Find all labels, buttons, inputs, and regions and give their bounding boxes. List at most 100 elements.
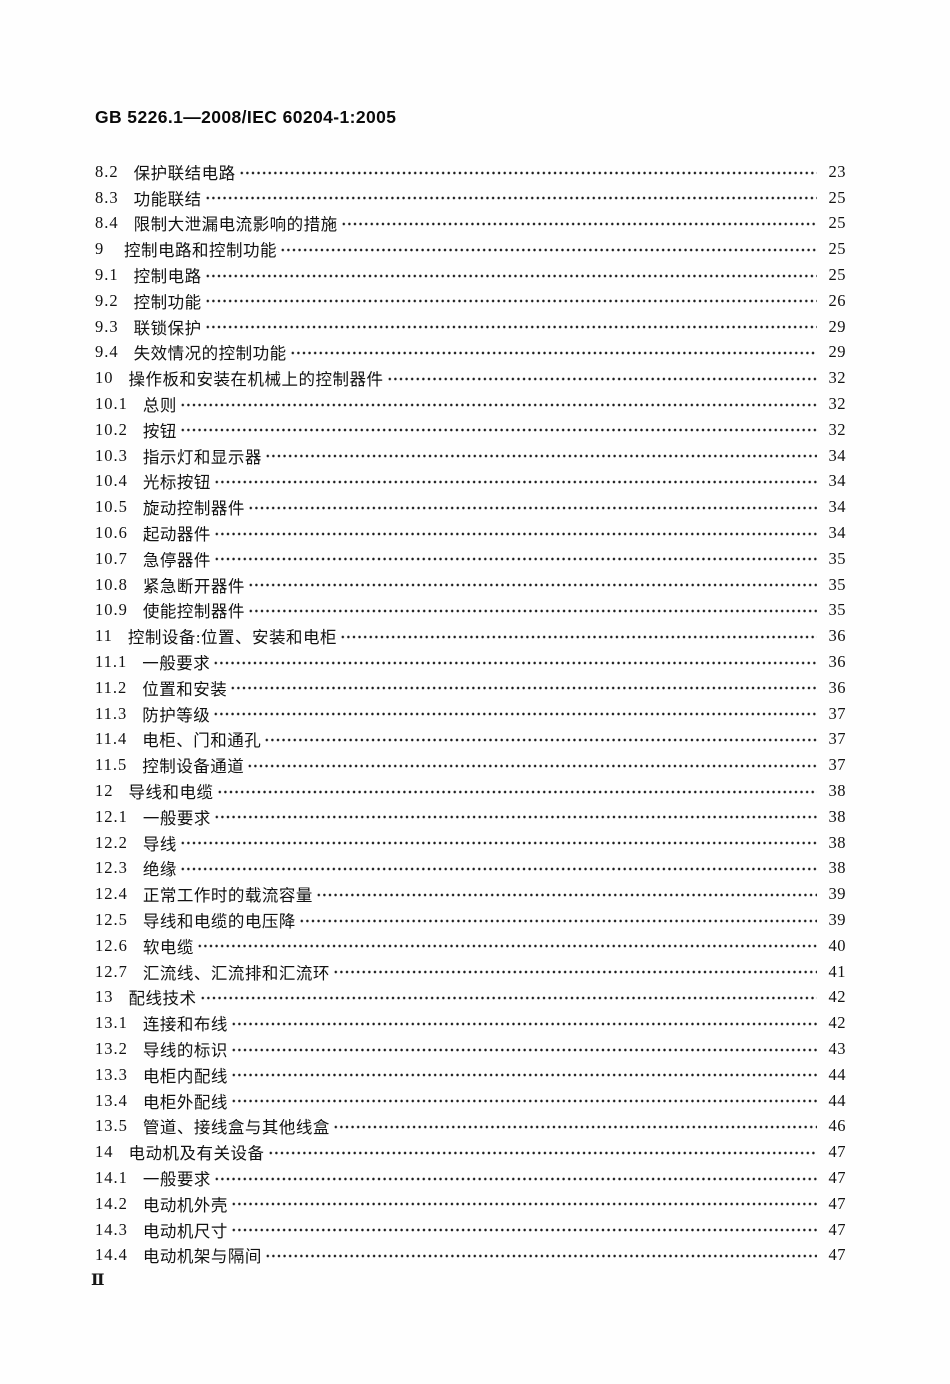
toc-entry-number: 11.3 [95,703,128,723]
toc-entry-number: 9 [95,239,105,259]
toc-entry-title: 导线和电缆 [128,783,214,803]
toc-entry: 8.3 功能联结 25 [95,184,846,211]
toc-entry-number: 9.2 [95,290,119,310]
toc-entry-title: 按钮 [142,421,177,441]
toc-entry-number: 12.1 [95,806,128,826]
toc-entry-page: 25 [828,187,846,207]
toc-entry-title: 失效情况的控制功能 [133,344,287,364]
toc-entry-page: 29 [828,316,846,336]
toc-entry-page: 35 [828,574,846,594]
toc-entry: 11.1 一般要求 36 [95,649,846,675]
toc-entry: 13.4 电柜外配线 44 [95,1087,846,1114]
toc-list: 8.2 保护联结电路 23 8.3 功能联结 25 8.4 限制大泄漏电流影响的… [95,159,846,1269]
toc-entry: 14 电动机及有关设备 47 [95,1139,846,1166]
toc-entry: 12.4 正常工作时的载流容量 39 [95,881,846,908]
toc-entry-title: 急停器件 [142,550,211,570]
toc-entry-page: 32 [828,419,846,439]
toc-entry-page: 46 [828,1116,846,1136]
toc-entry-number: 12.5 [95,910,128,929]
dot-leader [247,597,817,624]
toc-entry-title: 功能联结 [133,189,202,209]
toc-entry-page: 36 [828,626,846,646]
dot-leader [213,649,817,675]
toc-entry-number: 14.3 [95,1219,128,1239]
toc-entry-number: 9.3 [95,316,119,336]
toc-entry-page: 47 [828,1142,846,1162]
toc-entry: 9.3 联锁保护 29 [95,313,846,340]
toc-entry-page: 47 [828,1245,846,1265]
dot-leader [340,210,817,237]
toc-entry: 9.1 控制电路 25 [95,262,846,288]
toc-entry-title: 指示灯和显示器 [142,447,262,467]
toc-entry-page: 34 [828,445,846,465]
toc-entry-page: 25 [828,265,846,285]
toc-entry-number: 14.2 [95,1193,128,1213]
dot-leader [196,932,817,959]
toc-entry: 12.1 一般要求 38 [95,803,846,830]
toc-entry-title: 使能控制器件 [142,602,245,622]
dot-leader [332,1113,817,1140]
dot-leader [179,391,817,417]
toc-entry-page: 35 [828,548,846,568]
toc-entry-number: 10.7 [95,548,128,568]
toc-entry-page: 25 [828,213,846,233]
toc-entry-page: 25 [828,239,846,259]
toc-entry-title: 紧急断开器件 [142,576,245,596]
dot-leader [247,752,817,779]
toc-entry-number: 10.3 [95,445,128,465]
toc-entry-number: 10.2 [95,419,128,439]
toc-entry-page: 36 [828,677,846,697]
toc-entry-number: 10.8 [95,574,128,594]
toc-entry-number: 11.2 [95,677,128,697]
toc-entry: 9 控制电路和控制功能 25 [95,236,846,263]
toc-entry-title: 光标按钮 [142,473,211,493]
toc-entry-page: 23 [828,161,846,181]
toc-entry: 9.4 失效情况的控制功能 29 [95,339,846,366]
toc-entry-page: 38 [828,832,846,852]
standard-number-header: GB 5226.1—2008/IEC 60204-1:2005 [95,107,397,127]
toc-entry-number: 9.1 [95,265,119,285]
toc-entry-number: 10.5 [95,497,128,517]
dot-leader [298,907,817,933]
dot-leader [179,855,817,882]
toc-entry-title: 管道、接线盒与其他线盒 [142,1118,330,1138]
dot-leader [332,958,817,985]
toc-entry-page: 40 [828,935,846,955]
toc-entry-number: 12.6 [95,935,128,955]
toc-entry-page: 43 [828,1038,846,1058]
toc-entry-number: 12 [95,781,114,801]
dot-leader [213,803,817,830]
toc-entry: 13 配线技术 42 [95,984,846,1011]
toc-entry-number: 13.3 [95,1064,128,1084]
dot-leader [247,494,817,521]
dot-leader [230,1087,817,1114]
dot-leader [213,468,817,495]
toc-entry-page: 41 [828,961,846,981]
toc-entry-title: 控制电路和控制功能 [124,241,277,261]
toc-entry-page: 47 [828,1167,846,1187]
dot-leader [204,262,817,288]
toc-entry-title: 操作板和安装在机械上的控制器件 [128,370,384,390]
toc-entry-number: 13.1 [95,1013,128,1033]
toc-entry-number: 8.4 [95,213,119,233]
dot-leader [230,1061,817,1088]
toc-entry-number: 10.4 [95,471,128,491]
toc-entry-title: 限制大泄漏电流影响的措施 [133,215,338,235]
toc-entry-title: 电动机架与隔间 [142,1247,262,1267]
toc-entry-number: 9.4 [95,342,119,362]
toc-entry-title: 电柜外配线 [142,1092,228,1112]
toc-entry-page: 35 [828,600,846,620]
toc-entry-title: 控制功能 [133,292,202,312]
toc-entry-title: 防护等级 [142,705,211,725]
toc-entry-title: 一般要求 [142,1169,211,1189]
toc-entry: 12.5 导线和电缆的电压降 39 [95,907,846,933]
toc-entry: 10 操作板和安装在机械上的控制器件 32 [95,365,846,392]
toc-entry-number: 12.2 [95,832,128,852]
toc-entry-number: 11 [95,626,113,646]
toc-entry-title: 控制电路 [133,267,202,287]
dot-leader [179,829,817,856]
page-number-footer: Ⅱ [91,1272,105,1289]
dot-leader [289,339,817,366]
toc-entry-number: 10 [95,368,114,388]
toc-entry: 12 导线和电缆 38 [95,778,846,804]
